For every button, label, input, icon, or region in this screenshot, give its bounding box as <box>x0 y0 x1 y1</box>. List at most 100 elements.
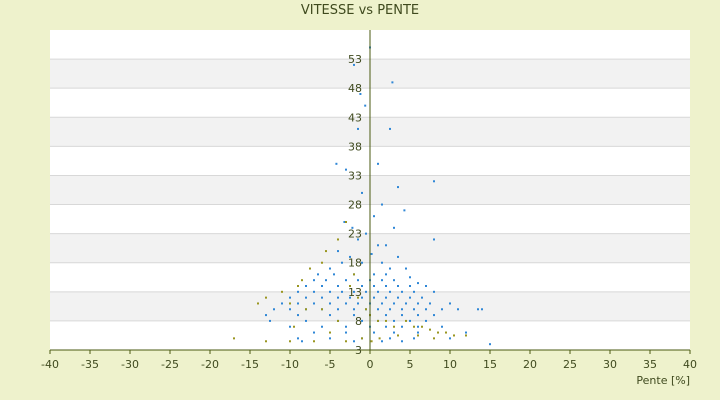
y-tick-label: 28 <box>348 199 362 212</box>
data-point <box>409 276 411 279</box>
data-point <box>441 308 443 311</box>
data-point <box>309 267 311 270</box>
data-point <box>353 273 355 276</box>
data-point <box>313 331 315 334</box>
y-tick-label: 8 <box>355 315 362 328</box>
data-point <box>357 302 359 305</box>
data-point <box>301 279 303 282</box>
data-point <box>289 325 291 328</box>
data-point <box>341 261 343 264</box>
data-point <box>297 302 299 305</box>
data-point <box>329 314 331 317</box>
data-point <box>405 267 407 270</box>
data-point <box>321 285 323 287</box>
x-tick-label: 20 <box>523 358 537 371</box>
data-point <box>453 334 455 337</box>
data-point <box>359 93 362 95</box>
data-point <box>325 279 327 282</box>
data-point <box>289 340 291 343</box>
data-points <box>233 46 491 346</box>
data-point <box>489 343 491 346</box>
x-tick-label: 30 <box>603 358 617 371</box>
data-point <box>305 319 307 322</box>
data-point <box>373 215 375 218</box>
data-point <box>425 285 427 287</box>
y-tick-label: 13 <box>348 286 362 299</box>
data-point <box>337 296 339 299</box>
data-point <box>413 325 415 328</box>
data-point <box>391 81 394 84</box>
data-point <box>365 232 367 235</box>
data-point <box>385 244 387 247</box>
data-point <box>365 308 367 311</box>
data-point <box>377 319 379 322</box>
x-tick-label: 35 <box>643 358 657 371</box>
data-point <box>317 273 319 276</box>
data-point <box>397 296 399 299</box>
data-point <box>385 314 387 317</box>
data-point <box>381 203 383 206</box>
data-point <box>373 285 375 287</box>
data-point <box>421 325 423 328</box>
data-point <box>373 296 375 299</box>
x-tick-label: -30 <box>121 358 139 371</box>
data-point <box>433 337 435 340</box>
data-point <box>289 308 291 311</box>
data-point <box>345 302 347 305</box>
data-point <box>361 296 363 299</box>
y-tick-label: 33 <box>348 169 362 182</box>
y-tick-label: 23 <box>348 228 362 241</box>
data-point <box>381 261 383 264</box>
data-point <box>457 308 459 311</box>
data-point <box>321 325 323 328</box>
data-point <box>401 325 403 328</box>
data-point <box>293 325 295 328</box>
data-point <box>305 296 307 299</box>
data-point <box>357 127 359 130</box>
data-point <box>377 290 379 293</box>
data-point <box>313 340 315 343</box>
data-point <box>329 267 331 270</box>
y-tick-label: 53 <box>348 53 362 66</box>
data-point <box>405 319 407 322</box>
data-point <box>353 63 355 66</box>
data-point <box>437 331 439 334</box>
data-point <box>321 308 323 311</box>
x-tick-label: 0 <box>367 358 374 371</box>
data-point <box>441 325 443 328</box>
data-point <box>364 104 367 107</box>
data-point <box>377 162 379 165</box>
y-tick-label: 18 <box>348 257 362 270</box>
data-point <box>353 290 355 293</box>
data-point <box>378 337 381 340</box>
data-point <box>403 209 406 212</box>
x-tick-label: 10 <box>443 358 457 371</box>
data-point <box>297 337 299 340</box>
data-point <box>361 261 363 264</box>
data-point <box>370 253 373 255</box>
data-point <box>321 261 323 264</box>
data-point <box>353 340 355 343</box>
data-point <box>349 255 351 258</box>
data-point <box>337 285 339 287</box>
data-point <box>417 302 419 305</box>
data-point <box>301 340 303 343</box>
data-point <box>397 334 399 337</box>
data-point <box>425 308 427 311</box>
data-point <box>389 290 391 293</box>
data-point <box>433 290 435 293</box>
data-point <box>401 340 403 343</box>
data-point <box>343 221 346 223</box>
x-tick-label: 25 <box>563 358 577 371</box>
data-point <box>345 325 347 328</box>
data-point <box>393 279 395 282</box>
data-point <box>265 314 267 317</box>
data-point <box>393 331 395 334</box>
y-tick-label: 43 <box>348 111 362 124</box>
x-tick-label: 15 <box>483 358 497 371</box>
data-point <box>385 296 387 299</box>
x-tick-label: -15 <box>241 358 259 371</box>
data-point <box>297 314 299 317</box>
data-point <box>417 331 419 334</box>
